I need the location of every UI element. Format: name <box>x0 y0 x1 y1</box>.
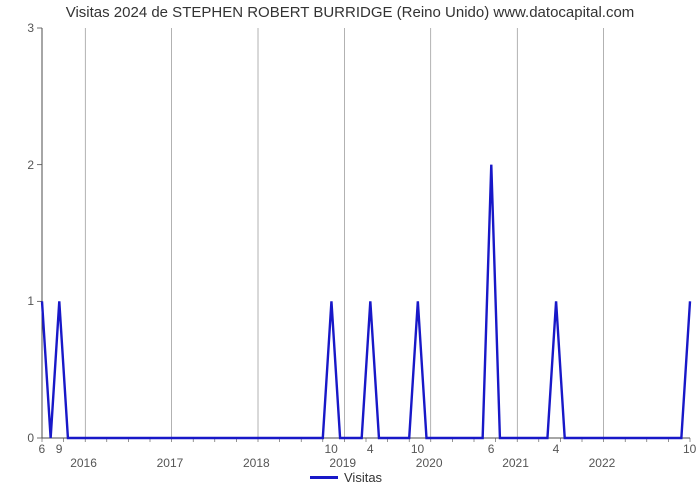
point-value-label: 6 <box>39 442 46 456</box>
legend: Visitas <box>310 470 382 485</box>
x-tick-label: 2016 <box>70 456 97 470</box>
point-value-label: 10 <box>324 442 337 456</box>
point-value-label: 4 <box>367 442 374 456</box>
point-value-label: 9 <box>56 442 63 456</box>
x-tick-label: 2018 <box>243 456 270 470</box>
y-tick-label: 3 <box>27 21 34 35</box>
point-value-label: 6 <box>488 442 495 456</box>
y-tick-label: 0 <box>27 431 34 445</box>
x-tick-label: 2017 <box>157 456 184 470</box>
x-tick-label: 2022 <box>589 456 616 470</box>
x-tick-label: 2020 <box>416 456 443 470</box>
legend-label: Visitas <box>344 470 382 485</box>
x-tick-label: 2021 <box>502 456 529 470</box>
point-value-label: 10 <box>683 442 696 456</box>
chart-container: Visitas 2024 de STEPHEN ROBERT BURRIDGE … <box>0 0 700 500</box>
x-tick-label: 2019 <box>329 456 356 470</box>
legend-swatch <box>310 476 338 479</box>
chart-plot <box>0 0 700 500</box>
point-value-label: 10 <box>411 442 424 456</box>
y-tick-label: 2 <box>27 158 34 172</box>
point-value-label: 4 <box>553 442 560 456</box>
y-tick-label: 1 <box>27 294 34 308</box>
